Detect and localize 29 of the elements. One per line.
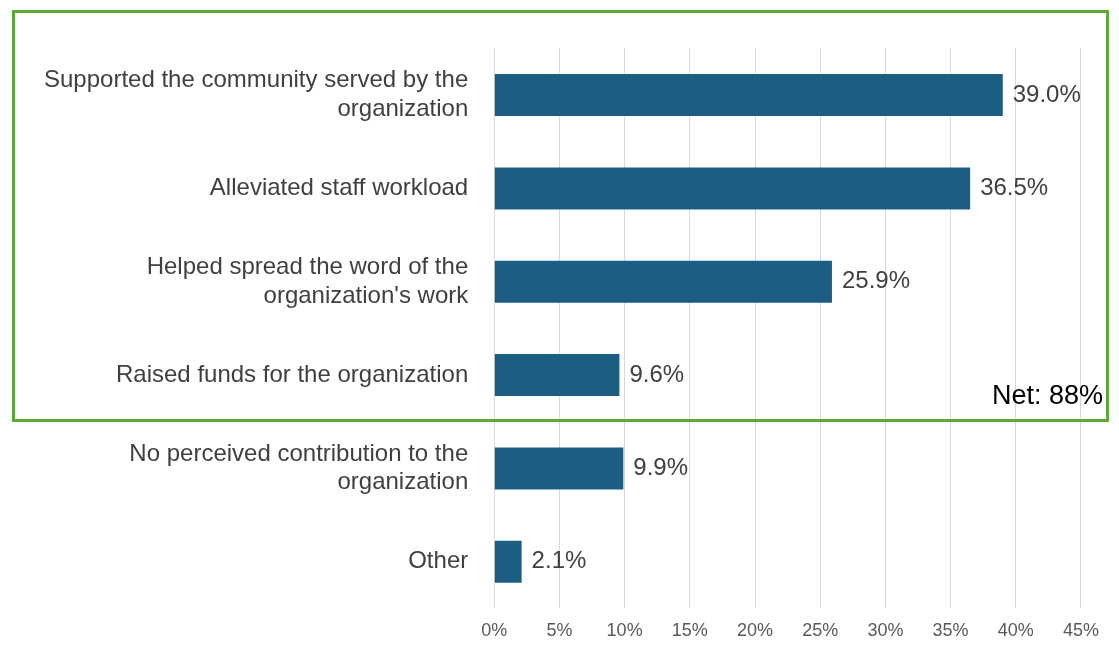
data-label: 9.9%: [633, 453, 689, 481]
x-tick-label: 25%: [802, 620, 839, 641]
data-label: 9.6%: [629, 359, 685, 387]
bar: [494, 354, 620, 397]
x-tick-label: 30%: [867, 620, 904, 641]
x-tick-label: 35%: [932, 620, 969, 641]
y-tick-label: Alleviated staff workload: [209, 173, 469, 201]
bar: [494, 447, 624, 490]
bar: [494, 74, 1003, 117]
y-tick-label: Raised funds for the organization: [116, 359, 469, 387]
x-tick-label: 45%: [1062, 620, 1099, 641]
y-tick-label: Helped spread the word of the organization's work: [146, 251, 470, 308]
y-tick-label: Supported the community served by the organization: [44, 65, 469, 122]
bar: [494, 540, 522, 583]
data-label: 36.5%: [980, 173, 1049, 201]
y-tick-label: Other: [408, 546, 469, 574]
annotation: Net: 88%: [991, 379, 1103, 411]
x-tick-label: 20%: [737, 620, 774, 641]
data-label: 25.9%: [841, 266, 910, 294]
x-tick-label: 5%: [546, 620, 573, 641]
data-label: 39.0%: [1012, 79, 1081, 107]
bar: [494, 260, 832, 303]
x-tick-label: 40%: [997, 620, 1034, 641]
x-tick-label: 0%: [481, 620, 508, 641]
bar: [494, 167, 971, 210]
x-tick-label: 10%: [606, 620, 643, 641]
y-tick-label: No perceived contribution to the organization: [129, 438, 469, 495]
x-tick-label: 15%: [671, 620, 708, 641]
data-label: 2.1%: [531, 546, 587, 574]
